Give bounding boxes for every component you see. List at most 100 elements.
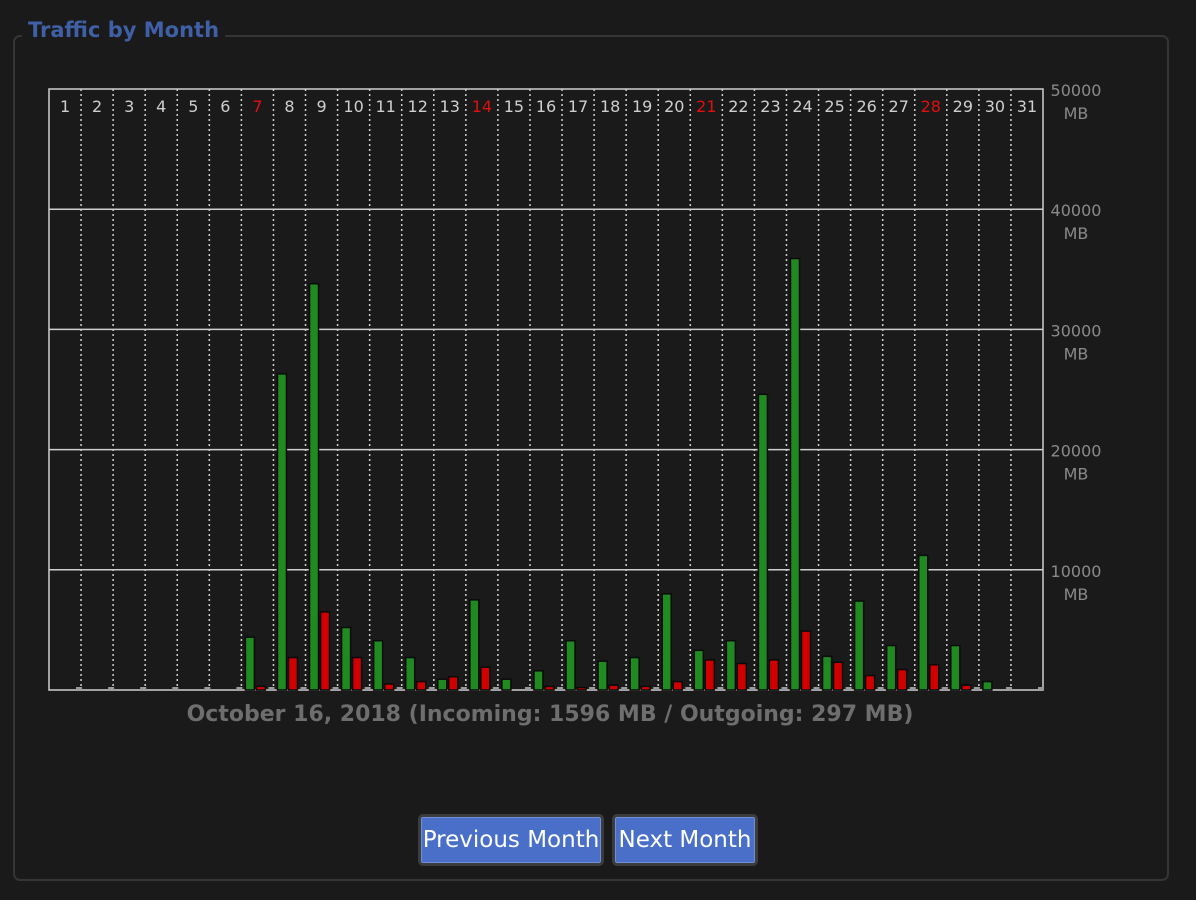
incoming-bar: [661, 593, 672, 691]
outgoing-bar: [864, 674, 876, 691]
incoming-bar: [340, 626, 352, 691]
day-label: 10: [343, 97, 363, 116]
chart-frame: [48, 88, 1044, 691]
day-label: 12: [408, 97, 428, 116]
selected-day-caption: October 16, 2018 (Incoming: 1596 MB / Ou…: [186, 702, 914, 727]
incoming-bar: [469, 599, 480, 691]
outgoing-bar: [544, 685, 555, 691]
day-label: 18: [600, 97, 620, 116]
incoming-bar: [950, 644, 961, 691]
previous-month-button[interactable]: Previous Month: [418, 814, 604, 866]
baseline-marker: [685, 687, 692, 690]
incoming-bar: [276, 373, 288, 691]
day-label: 29: [953, 97, 973, 116]
traffic-panel: [13, 35, 1169, 881]
outgoing-bar: [576, 686, 587, 691]
day-label: 13: [440, 97, 460, 116]
outgoing-bar: [800, 630, 812, 691]
baseline-marker: [909, 687, 916, 690]
baseline-marker: [460, 687, 467, 690]
day-label: 4: [156, 97, 166, 116]
day-label: 31: [1017, 97, 1037, 116]
day-label: 20: [664, 97, 684, 116]
incoming-bar: [821, 655, 833, 691]
day-label: 2: [92, 97, 102, 116]
baseline-marker: [941, 687, 948, 690]
outgoing-bar: [672, 680, 683, 691]
y-tick-label: 40000: [1051, 201, 1102, 220]
outgoing-bar: [415, 680, 427, 691]
day-label: 5: [188, 97, 198, 116]
incoming-bar: [244, 636, 256, 691]
day-label: 14: [472, 97, 492, 116]
outgoing-bar: [896, 668, 908, 691]
day-label: 24: [792, 97, 812, 116]
baseline-marker: [813, 687, 820, 690]
baseline-marker: [589, 687, 596, 690]
baseline-marker: [76, 687, 83, 690]
baseline-marker: [332, 687, 339, 690]
day-label: 23: [760, 97, 780, 116]
outgoing-bar: [480, 666, 491, 691]
day-label: 27: [889, 97, 909, 116]
outgoing-bar: [736, 662, 748, 691]
y-tick-unit: MB: [1064, 585, 1089, 604]
day-label: 28: [921, 97, 941, 116]
baseline-marker: [204, 687, 211, 690]
baseline-marker: [621, 687, 628, 690]
day-label: 17: [568, 97, 588, 116]
day-label: 15: [504, 97, 524, 116]
incoming-bar: [437, 678, 448, 691]
outgoing-bar: [832, 661, 844, 691]
outgoing-bar: [704, 659, 716, 691]
outgoing-bar: [287, 656, 299, 691]
y-tick-unit: MB: [1064, 104, 1089, 123]
baseline-marker: [492, 687, 499, 690]
day-label: 1: [60, 97, 70, 116]
baseline-marker: [108, 687, 115, 690]
baseline-marker: [364, 687, 371, 690]
y-tick-label: 20000: [1051, 442, 1102, 461]
next-month-button[interactable]: Next Month: [612, 814, 758, 866]
y-tick-label: 10000: [1051, 562, 1102, 581]
incoming-bar: [917, 554, 929, 691]
incoming-bar: [501, 678, 512, 691]
day-label: 7: [252, 97, 262, 116]
baseline-marker: [140, 687, 147, 690]
day-label: 3: [124, 97, 134, 116]
day-label: 26: [856, 97, 876, 116]
outgoing-bar: [768, 659, 780, 691]
incoming-bar: [853, 600, 865, 691]
incoming-bar: [597, 660, 608, 691]
incoming-bar: [404, 656, 416, 691]
outgoing-bar: [448, 676, 459, 691]
baseline-marker: [172, 687, 179, 690]
y-tick-label: 30000: [1051, 321, 1102, 340]
incoming-bar: [725, 639, 737, 691]
baseline-marker: [300, 687, 307, 690]
incoming-bar: [789, 257, 801, 691]
baseline-marker: [236, 687, 243, 690]
outgoing-bar: [383, 683, 395, 691]
outgoing-bar: [319, 611, 331, 691]
day-label: 16: [536, 97, 556, 116]
day-label: 30: [985, 97, 1005, 116]
baseline-marker: [717, 687, 724, 690]
outgoing-bar: [928, 664, 940, 691]
baseline-marker: [845, 687, 852, 690]
baseline-marker: [428, 687, 435, 690]
baseline-marker: [781, 687, 788, 690]
outgoing-bar: [255, 685, 267, 691]
outgoing-bar: [608, 684, 619, 691]
day-label: 19: [632, 97, 652, 116]
baseline-marker: [524, 687, 531, 690]
incoming-bar: [629, 656, 640, 691]
baseline-marker: [1005, 687, 1012, 690]
outgoing-bar: [640, 685, 651, 691]
incoming-bar: [885, 644, 897, 691]
y-tick-label: 50000: [1051, 81, 1102, 100]
incoming-bar: [757, 393, 769, 691]
outgoing-bar: [351, 656, 363, 691]
baseline-marker: [396, 687, 403, 690]
